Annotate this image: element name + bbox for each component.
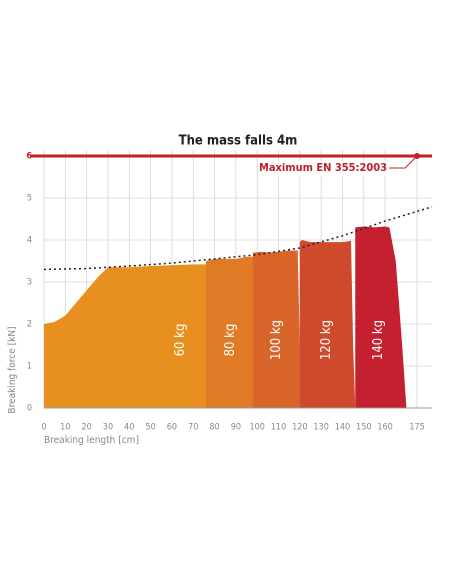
y-tick-label: 2	[27, 320, 32, 330]
x-tick-label: 140	[335, 423, 350, 433]
x-tick-label: 100	[249, 423, 264, 433]
y-tick-label: 0	[27, 404, 32, 414]
x-tick-label: 70	[188, 423, 198, 433]
chart-title: The mass falls 4m	[179, 134, 298, 149]
series-label: 120 kg	[319, 320, 334, 360]
y-tick-label: 6	[26, 152, 32, 162]
y-tick-label: 3	[27, 278, 32, 288]
y-tick-label: 1	[27, 362, 32, 372]
series-label: 60 kg	[173, 324, 188, 357]
x-tick-label: 40	[124, 423, 134, 433]
x-tick-label: 175	[409, 423, 424, 433]
series-label: 100 kg	[269, 320, 284, 360]
x-tick-label: 150	[356, 423, 371, 433]
x-tick-label: 20	[81, 423, 91, 433]
annotation: Maximum EN 355:2003	[259, 161, 387, 174]
area	[44, 264, 215, 408]
x-tick-label: 30	[103, 423, 113, 433]
x-tick-label: 0	[41, 423, 46, 433]
x-tick-label: 120	[292, 423, 307, 433]
x-tick-label: 160	[377, 423, 392, 433]
y-axis-label: Breaking force [kN]	[7, 326, 18, 413]
area	[206, 256, 258, 408]
x-tick-label: 110	[271, 423, 286, 433]
series-label: 140 kg	[371, 320, 386, 360]
x-tick-label: 130	[313, 423, 328, 433]
x-axis-label: Breaking length [cm]	[44, 435, 139, 446]
series-label: 80 kg	[223, 324, 238, 357]
area	[252, 250, 302, 408]
y-tick-label: 4	[27, 236, 32, 246]
x-tick-label: 90	[231, 423, 241, 433]
area	[355, 226, 407, 408]
x-tick-label: 50	[145, 423, 155, 433]
annotation-leader	[389, 155, 418, 169]
y-tick-label: 5	[27, 194, 32, 204]
x-tick-label: 80	[209, 423, 219, 433]
x-tick-label: 60	[167, 423, 177, 433]
area	[299, 240, 356, 408]
x-tick-label: 10	[60, 423, 70, 433]
annotation-box	[270, 161, 390, 176]
